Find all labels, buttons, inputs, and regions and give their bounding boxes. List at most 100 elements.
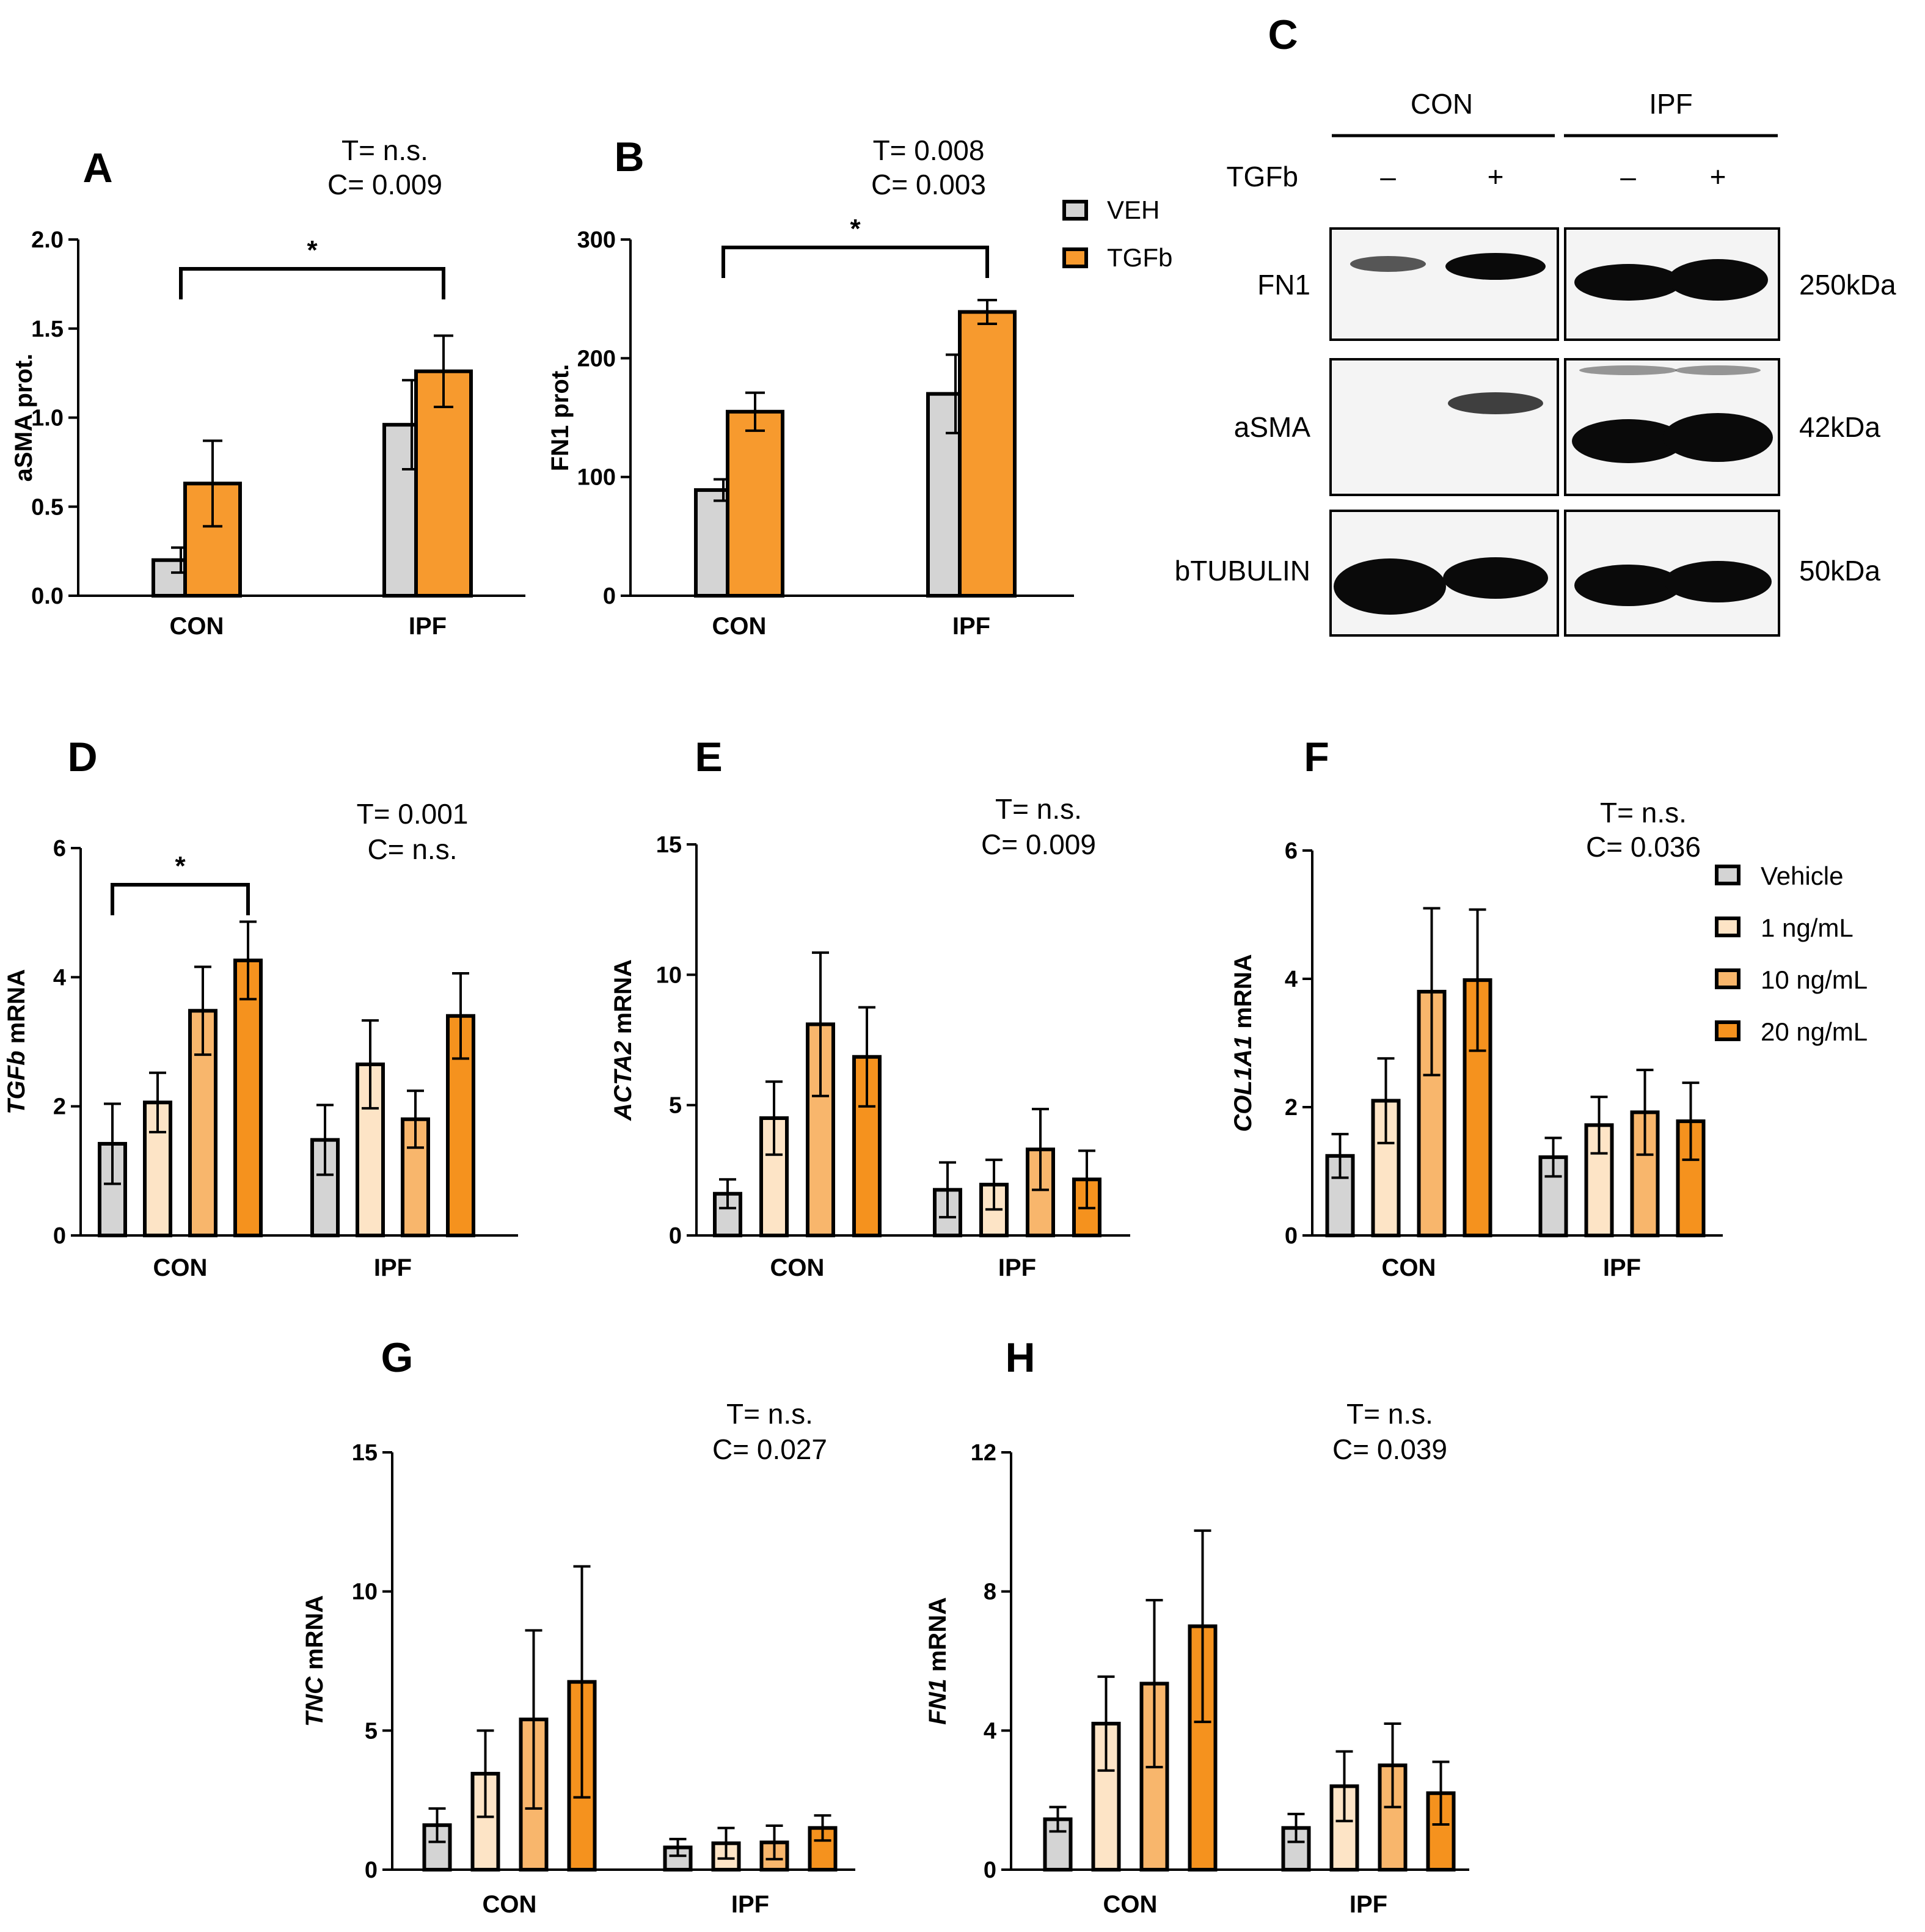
- panel-d: D T= 0.001 C= n.s. 0 2 4 6 TGFb mRNA CON IPF *: [3, 734, 518, 1281]
- panel-f-error-bar-con-20-ng-ml: [1469, 908, 1486, 1052]
- panel-label-g: G: [381, 1334, 414, 1381]
- blot-band-btubulin-1: [1334, 558, 1446, 615]
- panel-d-stat-c: C= n.s.: [367, 833, 457, 865]
- panel-g-stat-c: C= 0.027: [712, 1433, 827, 1465]
- panel-label-b: B: [614, 134, 644, 180]
- panel-d-bar-ipf-10-ng-ml: [401, 1117, 430, 1238]
- panel-g-bar-con-10-ng-ml: [519, 1718, 549, 1872]
- panel-f-stat-t: T= n.s.: [1600, 797, 1687, 829]
- panel-h-error-bar-con-10-ng-ml: [1145, 1598, 1163, 1769]
- panel-g-y-tick-label: 5: [365, 1718, 378, 1744]
- legend-mrna: Vehicle 1 ng/mL 10 ng/mL 20 ng/mL: [1715, 862, 1868, 1046]
- panel-label-e: E: [695, 734, 722, 780]
- panel-b-chart: 0 100 200 300 FN1 prot. CON IPF *: [547, 214, 1074, 640]
- panel-f-y-axis-label: COL1A1 mRNA: [1230, 954, 1257, 1132]
- panel-b-y-tick-label: 200: [577, 346, 616, 371]
- panel-a-error-bar-con-tgfb: [203, 439, 222, 528]
- panel-e-error-bar-con-1-ng-ml: [765, 1080, 783, 1156]
- panel-e-bar-ipf-10-ng-ml: [1026, 1147, 1055, 1237]
- panel-d-error-bar-ipf-20-ng-ml: [452, 971, 469, 1060]
- panel-h-error-bar-con-vehicle: [1049, 1806, 1067, 1833]
- blot-band-asma-3: [1572, 419, 1684, 463]
- panel-h-y-tick-label: 8: [984, 1579, 996, 1605]
- blot-band-asma-4: [1663, 413, 1773, 462]
- panel-c-western-blot: C CON IPF TGFb – + – + FN1 250kDa aSMA 4…: [1175, 12, 1896, 637]
- panel-h-y-axis-label: FN1 mRNA: [924, 1597, 951, 1725]
- legend-label-tgfb: TGFb: [1107, 243, 1172, 272]
- panel-b: B T= 0.008 C= 0.003 0 100 200 300 FN1 prot. C…: [547, 134, 1172, 640]
- panel-d-y-tick-label: 6: [53, 836, 66, 862]
- panel-a-stat-t: T= n.s.: [342, 134, 428, 166]
- panel-a-error-bar-ipf-tgfb: [434, 334, 453, 409]
- panel-b-bar-con-tgfb: [726, 409, 784, 598]
- panel-f-y-tick-label: 2: [1285, 1095, 1298, 1121]
- panel-h-error-bar-ipf-10-ng-ml: [1384, 1722, 1401, 1809]
- legend-swatch-10ng: [1715, 968, 1741, 989]
- blot-row-btubulin-label: bTUBULIN: [1175, 555, 1310, 587]
- panel-d-error-bar-con-1-ng-ml: [149, 1071, 166, 1133]
- panel-label-h: H: [1005, 1334, 1035, 1381]
- panel-a-x-tick-label-con: CON: [170, 613, 224, 640]
- blot-row-asma-label: aSMA: [1234, 411, 1311, 443]
- panel-d-y-tick-label: 4: [53, 965, 66, 990]
- panel-e-error-bar-ipf-vehicle: [939, 1161, 956, 1219]
- blot-band-asma-2: [1448, 392, 1543, 414]
- blot-lane-1: –: [1380, 161, 1396, 192]
- panel-b-y-axis-label: FN1 prot.: [547, 364, 574, 472]
- panel-h-x-tick-label-ipf: IPF: [1350, 1891, 1387, 1918]
- legend-label-veh: VEH: [1107, 196, 1160, 224]
- panel-d-chart: 0 2 4 6 TGFb mRNA CON IPF *: [3, 836, 518, 1281]
- panel-b-y-tick-label: 300: [577, 227, 616, 253]
- legend-swatch-vehicle: [1715, 865, 1741, 885]
- panel-e-y-tick-label: 15: [656, 832, 682, 858]
- panel-b-x-tick-label-con: CON: [712, 613, 767, 640]
- panel-d-x-tick-label-ipf: IPF: [374, 1254, 412, 1281]
- panel-a-y-tick-label: 1.0: [31, 406, 64, 431]
- panel-d-bar-con-20-ng-ml: [233, 958, 263, 1237]
- blot-fn1-con-frame: [1329, 227, 1559, 341]
- blot-row-fn1-kda: 250kDa: [1799, 269, 1896, 301]
- panel-b-stat-t: T= 0.008: [873, 134, 985, 166]
- panel-d-y-axis-label: TGFb mRNA: [3, 969, 30, 1114]
- panel-a-x-tick-label-ipf: IPF: [409, 613, 447, 640]
- panel-d-stat-t: T= 0.001: [357, 798, 469, 830]
- blot-band-asma-4-upper: [1675, 365, 1761, 375]
- blot-lane-4: +: [1710, 161, 1726, 192]
- panel-d-y-tick-label: 0: [53, 1223, 66, 1249]
- panel-d-error-bar-ipf-vehicle: [316, 1103, 334, 1176]
- panel-d-error-bar-ipf-1-ng-ml: [362, 1019, 379, 1110]
- panel-d-error-bar-con-20-ng-ml: [239, 920, 257, 1001]
- panel-b-y-tick-label: 0: [603, 584, 616, 609]
- panel-e: E T= n.s. C= 0.009 0 5 10 15 ACTA2 mRNA CON IP…: [610, 734, 1130, 1281]
- panel-b-stat-c: C= 0.003: [871, 169, 986, 200]
- panel-g-x-tick-label-con: CON: [483, 1891, 537, 1918]
- panel-g-bar-con-vehicle: [422, 1823, 452, 1872]
- panel-e-error-bar-con-vehicle: [719, 1178, 736, 1210]
- legend-label-1ng: 1 ng/mL: [1761, 913, 1854, 942]
- panel-g-stat-t: T= n.s.: [726, 1398, 813, 1430]
- panel-g-y-tick-label: 0: [365, 1857, 378, 1883]
- panel-h-error-bar-ipf-vehicle: [1287, 1812, 1305, 1843]
- panel-label-f: F: [1304, 734, 1329, 780]
- blot-row-btubulin-kda: 50kDa: [1799, 555, 1880, 587]
- legend-label-vehicle: Vehicle: [1761, 862, 1843, 890]
- panel-e-error-bar-ipf-10-ng-ml: [1032, 1108, 1049, 1191]
- panel-a-y-axis-label: aSMA prot.: [10, 354, 37, 482]
- panel-f-y-tick-label: 0: [1285, 1223, 1298, 1249]
- legend-label-10ng: 10 ng/mL: [1761, 965, 1868, 994]
- panel-g-error-bar-con-vehicle: [428, 1807, 446, 1843]
- panel-a-y-tick-label: 1.5: [31, 317, 64, 342]
- panel-g-x-tick-label-ipf: IPF: [731, 1891, 769, 1918]
- panel-g-y-tick-label: 10: [352, 1579, 378, 1605]
- panel-b-bar-ipf-tgfb: [958, 310, 1017, 598]
- legend-swatch-veh: [1062, 200, 1088, 221]
- panel-d-error-bar-con-10-ng-ml: [194, 965, 211, 1056]
- panel-e-error-bar-con-20-ng-ml: [858, 1006, 875, 1108]
- panel-h-error-bar-con-1-ng-ml: [1097, 1675, 1115, 1772]
- panel-b-significance-star: *: [850, 214, 861, 244]
- legend-swatch-20ng: [1715, 1020, 1741, 1041]
- blot-band-fn1-3: [1574, 264, 1682, 301]
- panel-e-x-tick-label-con: CON: [770, 1254, 825, 1281]
- panel-b-x-tick-label-ipf: IPF: [952, 613, 990, 640]
- panel-e-error-bar-ipf-1-ng-ml: [985, 1158, 1003, 1211]
